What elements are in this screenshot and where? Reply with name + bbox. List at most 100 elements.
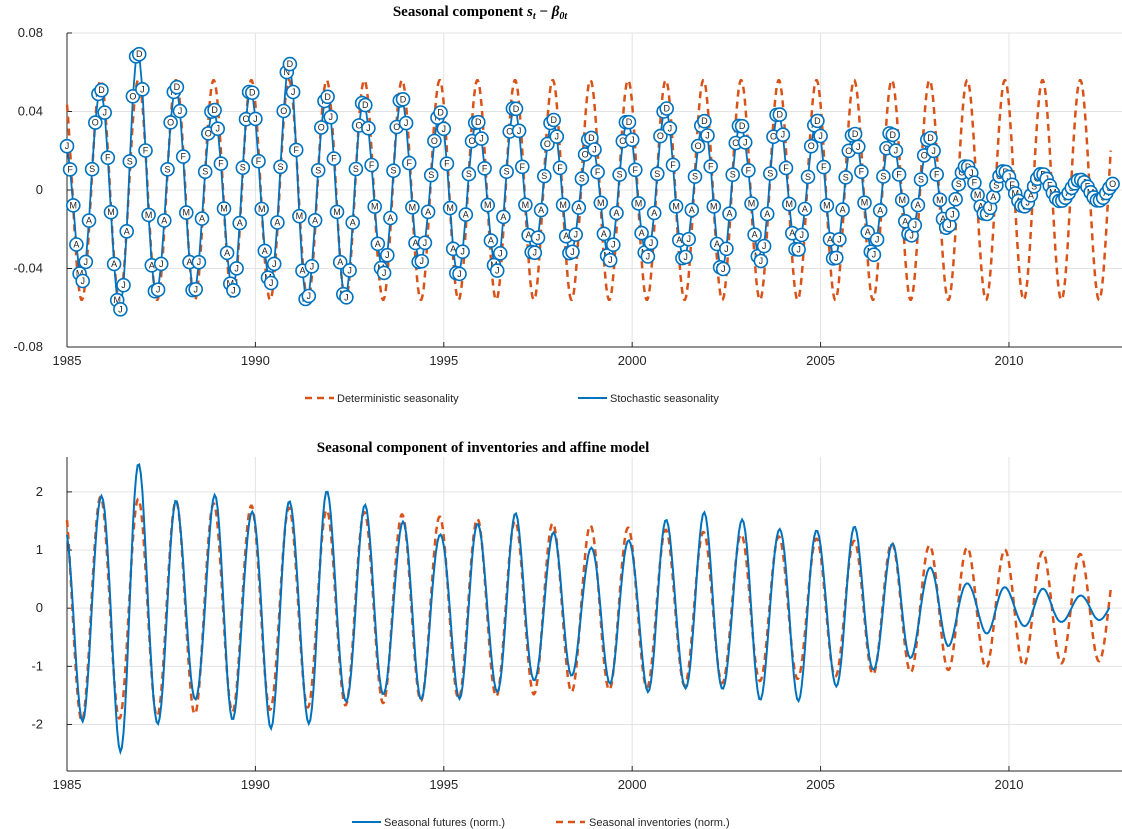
stochastic-marker-label: J — [215, 124, 220, 134]
stochastic-marker-label: J — [517, 126, 522, 136]
stochastic-marker-label: A — [940, 214, 946, 224]
x-tick-label-1: 1990 — [241, 353, 270, 368]
stochastic-marker — [75, 273, 90, 289]
stochastic-marker-label: M — [371, 202, 379, 212]
stochastic-marker — [285, 84, 301, 100]
stochastic-marker — [828, 250, 844, 266]
stochastic-marker-label: F — [218, 159, 224, 169]
stochastic-marker — [288, 142, 304, 158]
stochastic-marker — [549, 129, 565, 144]
stochastic-marker — [119, 224, 134, 239]
stochastic-marker-label: J — [495, 266, 500, 276]
stochastic-marker-label: S — [466, 169, 472, 179]
stochastic-marker-label: S — [202, 167, 208, 177]
stochastic-marker-label: F — [746, 165, 752, 175]
stochastic-marker-label: A — [237, 218, 243, 228]
stochastic-marker-label: J — [1044, 174, 1049, 184]
stochastic-marker — [81, 213, 97, 228]
stochastic-marker — [383, 210, 398, 226]
stochastic-marker — [320, 89, 335, 105]
stochastic-marker-label: J — [307, 291, 312, 301]
stochastic-marker — [511, 123, 527, 139]
x-tick-label-1: 1995 — [429, 353, 458, 368]
stochastic-marker-label: D — [739, 121, 746, 131]
stochastic-marker-label: F — [783, 163, 789, 173]
stochastic-marker-label: D — [475, 117, 482, 127]
stochastic-marker-label: J — [969, 168, 974, 178]
stochastic-marker — [131, 46, 147, 62]
stochastic-marker-label: A — [990, 192, 996, 202]
stochastic-marker-label: O — [280, 106, 287, 116]
stochastic-marker-label: A — [337, 257, 343, 267]
stochastic-marker — [135, 82, 150, 97]
stochastic-marker — [527, 245, 543, 260]
stochastic-marker-label: J — [159, 259, 164, 269]
stochastic-marker-label: O — [883, 143, 890, 153]
stochastic-marker — [386, 163, 401, 178]
stochastic-marker — [565, 244, 580, 260]
x-tick-label-1: 2005 — [806, 353, 835, 368]
stochastic-marker — [590, 164, 605, 180]
y-tick-label-1: -0.04 — [13, 261, 43, 276]
stochastic-marker-label: A — [450, 244, 456, 254]
stochastic-marker-label: J — [442, 124, 447, 134]
stochastic-marker — [417, 235, 433, 251]
stochastic-marker — [894, 192, 910, 208]
stochastic-marker-label: A — [111, 259, 117, 269]
stochastic-marker — [800, 169, 816, 185]
stochastic-marker — [932, 192, 948, 208]
stochastic-marker-label: J — [683, 252, 688, 262]
y-tick-label-2: 0 — [36, 600, 43, 615]
stochastic-marker — [719, 241, 734, 257]
stochastic-marker — [88, 115, 103, 130]
stochastic-marker-label: F — [896, 170, 902, 180]
stochastic-marker — [226, 282, 241, 298]
stochastic-marker — [423, 167, 439, 183]
stochastic-marker — [395, 92, 411, 107]
stochastic-marker — [681, 231, 697, 247]
stochastic-marker — [414, 253, 430, 269]
stochastic-marker — [213, 156, 229, 171]
stochastic-marker — [452, 266, 467, 282]
stochastic-marker-label: D — [550, 115, 557, 125]
stochastic-marker-label: A — [953, 194, 959, 204]
stochastic-marker-label: A — [488, 236, 494, 246]
stochastic-marker-label: A — [312, 215, 318, 225]
stochastic-marker-label: A — [224, 248, 230, 258]
stochastic-marker — [106, 256, 122, 272]
stochastic-marker-label: A — [375, 239, 381, 249]
stochastic-marker — [854, 164, 869, 179]
stochastic-marker-label: N — [284, 67, 291, 77]
stochastic-marker-label: D — [324, 92, 331, 102]
stochastic-marker-label: J — [686, 234, 691, 244]
stochastic-marker-label: O — [205, 128, 212, 138]
stochastic-marker — [307, 213, 323, 228]
stochastic-marker-label: F — [369, 160, 375, 170]
stochastic-marker — [157, 213, 172, 228]
stochastic-marker-label: A — [865, 227, 871, 237]
stochastic-marker-label: S — [805, 172, 811, 182]
stochastic-marker-label: A — [714, 239, 720, 249]
stochastic-marker-label: J — [611, 240, 616, 250]
stochastic-marker — [257, 243, 273, 259]
stochastic-marker-label: A — [161, 216, 167, 226]
stochastic-marker-label: D — [663, 104, 670, 114]
stochastic-marker-label: A — [877, 205, 883, 215]
stochastic-marker-label: F — [444, 159, 450, 169]
stochastic-marker — [357, 97, 373, 113]
stochastic-marker-label: J — [988, 203, 993, 213]
x-tick-label-2: 2005 — [806, 777, 835, 792]
stochastic-marker-label: J — [913, 220, 918, 230]
stochastic-marker-label: O — [393, 122, 400, 132]
stochastic-marker-label: O — [468, 136, 475, 146]
x-tick-label-2: 2010 — [995, 777, 1024, 792]
x-tick-label-1: 2000 — [618, 353, 647, 368]
stochastic-marker — [910, 197, 926, 213]
stochastic-marker-label: O — [845, 146, 852, 156]
stochastic-marker — [744, 196, 759, 211]
stochastic-marker-label: J — [197, 257, 202, 267]
stochastic-marker — [631, 196, 646, 211]
stochastic-marker — [477, 161, 492, 176]
stochastic-marker-label: A — [463, 210, 469, 220]
stochastic-marker-label: O — [582, 149, 589, 159]
